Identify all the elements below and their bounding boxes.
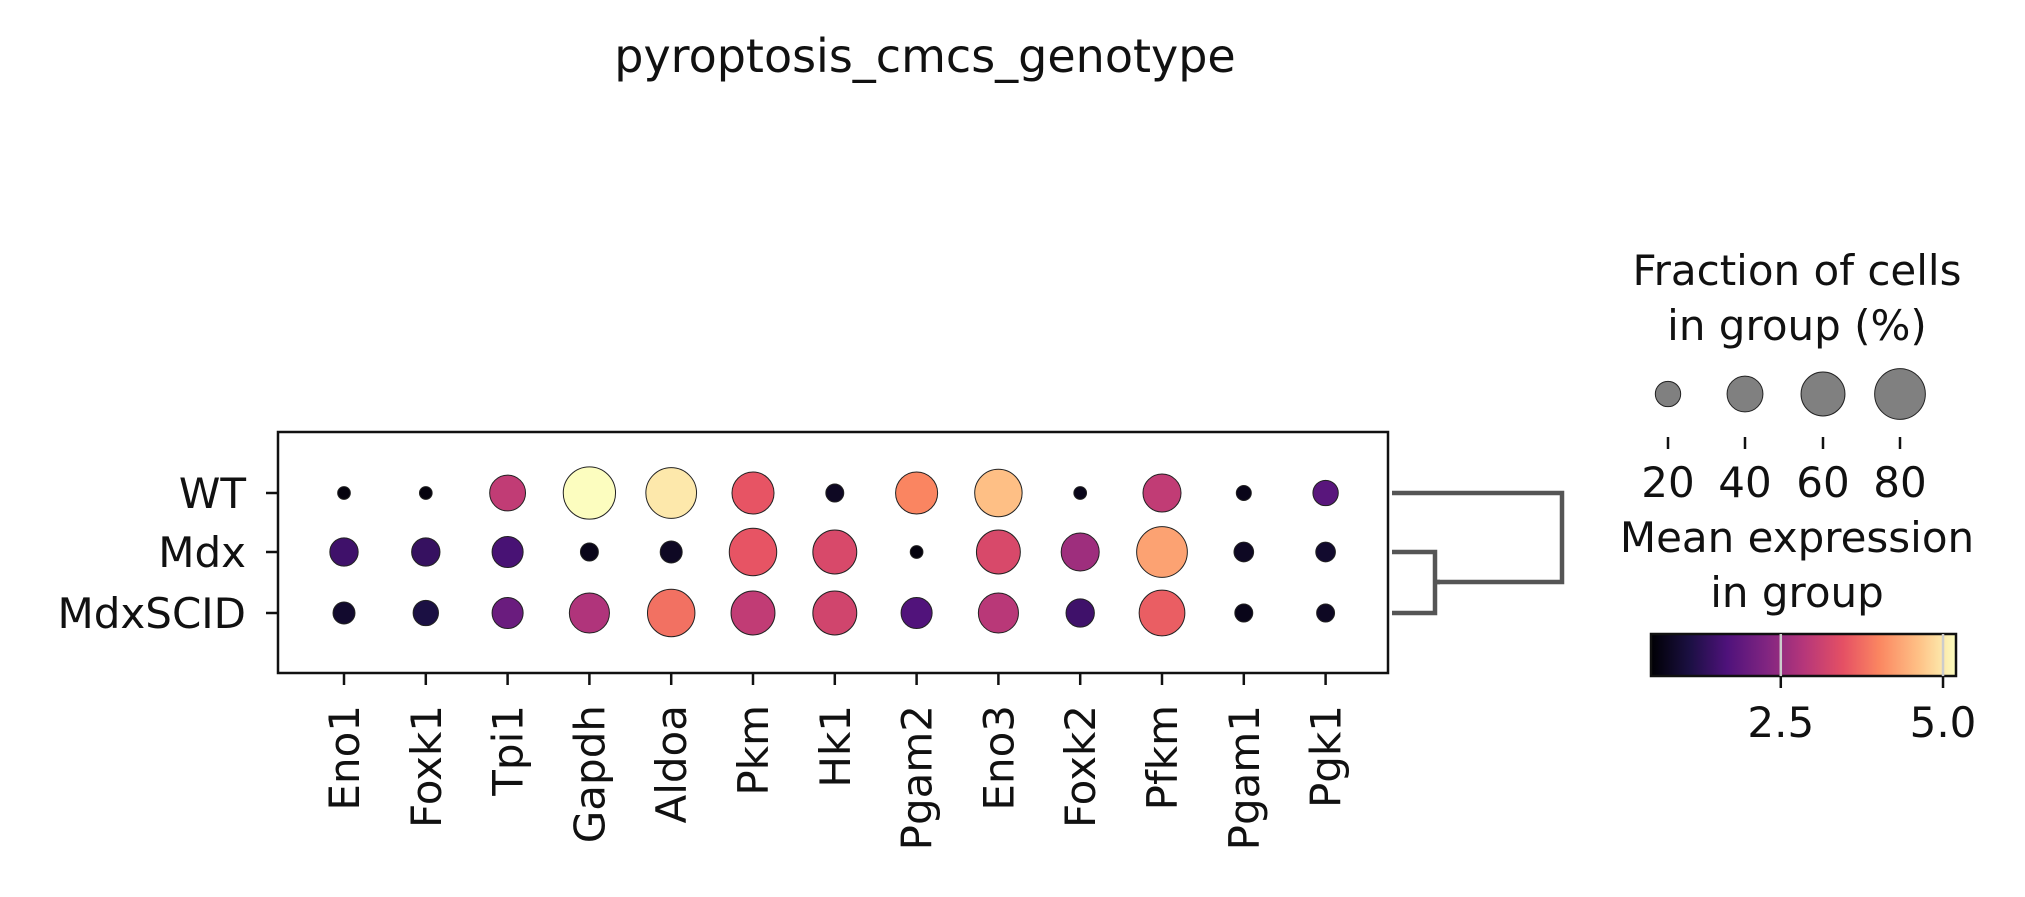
colorbar-title-line-1: Mean expression xyxy=(1620,513,1974,562)
dot-mdx-pgk1 xyxy=(1315,541,1336,563)
colorbar-tick-label: 2.5 xyxy=(1747,698,1814,747)
dot-wt-pgam2 xyxy=(895,471,939,515)
dot-mdx-pfkm xyxy=(1136,526,1188,578)
dot-wt-pgam1 xyxy=(1235,484,1252,502)
dot-mdx-hk1 xyxy=(812,529,858,575)
dot-mdxscid-pfkm xyxy=(1138,589,1186,637)
dot-wt-hk1 xyxy=(825,483,845,503)
dot-mdx-pgam2 xyxy=(909,545,924,559)
size-legend-label: 20 xyxy=(1641,458,1694,507)
gene-label: Aldoa xyxy=(647,705,696,824)
dot-wt-eno1 xyxy=(337,486,351,500)
dot-wt-pkm xyxy=(731,471,775,515)
gene-label: Foxk1 xyxy=(402,705,451,828)
gene-label: Pfkm xyxy=(1138,705,1187,810)
dot-wt-eno3 xyxy=(974,468,1023,518)
dot-mdx-foxk2 xyxy=(1060,532,1100,572)
size-legend-dot xyxy=(1874,368,1926,420)
dot-mdx-aldoa xyxy=(659,540,683,564)
colorbar xyxy=(1649,632,1958,678)
gene-label: Hk1 xyxy=(811,705,860,788)
dot-mdxscid-pgam1 xyxy=(1234,603,1254,623)
dot-mdxscid-eno1 xyxy=(332,601,356,625)
gene-label: Pgk1 xyxy=(1302,705,1351,808)
dot-mdxscid-aldoa xyxy=(646,588,696,638)
size-legend-label: 60 xyxy=(1796,458,1849,507)
group-dendrogram xyxy=(1392,490,1565,616)
size-legend-dot xyxy=(1726,375,1764,413)
gene-label: Gapdh xyxy=(565,705,614,843)
gene-label: Foxk2 xyxy=(1056,705,1105,828)
dotplot-panel: WT Mdx MdxSCID Eno1 Foxk1 Tpi1 Gapdh Aldoa Pkm H… xyxy=(58,430,1390,850)
dot-mdx-tpi1 xyxy=(491,535,524,569)
dot-mdx-pgam1 xyxy=(1233,541,1255,563)
dot-mdxscid-hk1 xyxy=(812,590,858,636)
dot-mdxscid-pkm xyxy=(730,590,776,636)
dot-mdxscid-pgk1 xyxy=(1316,603,1336,623)
dot-wt-aldoa xyxy=(645,467,698,519)
size-legend-label: 40 xyxy=(1718,458,1771,507)
gene-label: Pgam1 xyxy=(1220,705,1269,850)
dot-mdx-eno1 xyxy=(329,537,359,567)
size-legend-title-line-2: in group (%) xyxy=(1667,301,1927,350)
dot-mdxscid-pgam2 xyxy=(900,596,933,630)
group-label: Mdx xyxy=(158,528,246,577)
dot-wt-gapdh xyxy=(562,466,617,520)
colorbar-ticks: 2.5 5.0 xyxy=(1747,634,1976,747)
dot-grid xyxy=(329,466,1339,638)
gene-label: Pgam2 xyxy=(893,705,942,850)
size-legend-dot xyxy=(1800,371,1846,417)
dot-wt-pfkm xyxy=(1142,473,1182,513)
dendrogram-branch-mdx-mdxscid xyxy=(1392,549,1440,616)
dot-mdxscid-foxk2 xyxy=(1065,598,1095,628)
dot-mdx-eno3 xyxy=(975,529,1021,575)
dot-mdx-gapdh xyxy=(579,542,599,562)
dot-wt-pgk1 xyxy=(1312,479,1339,507)
dendrogram-branch-root xyxy=(1392,490,1565,585)
size-legend-label: 80 xyxy=(1873,458,1926,507)
dot-mdxscid-foxk1 xyxy=(412,599,439,627)
dot-wt-foxk2 xyxy=(1073,486,1088,500)
gene-labels: Eno1 Foxk1 Tpi1 Gapdh Aldoa Pkm Hk1 Pgam2 Eno3 Fo… xyxy=(320,673,1351,850)
chart-title: pyroptosis_cmcs_genotype xyxy=(614,29,1235,83)
dot-mdxscid-gapdh xyxy=(568,592,610,634)
dot-mdxscid-tpi1 xyxy=(491,596,524,630)
group-label: MdxSCID xyxy=(58,589,246,638)
dot-wt-tpi1 xyxy=(489,474,527,512)
group-labels: WT Mdx MdxSCID xyxy=(58,469,278,638)
gene-label: Eno3 xyxy=(974,705,1023,811)
size-legend-dot xyxy=(1654,380,1682,408)
group-label: WT xyxy=(179,469,247,518)
size-legend-items: 20 40 60 80 xyxy=(1641,368,1927,507)
dot-mdx-pkm xyxy=(728,527,778,577)
colorbar-tick-label: 5.0 xyxy=(1910,698,1977,747)
dot-wt-foxk1 xyxy=(418,486,433,500)
dot-mdx-foxk1 xyxy=(411,537,441,567)
color-legend: Mean expression in group 2.5 5.0 xyxy=(1620,513,1977,747)
gene-label: Eno1 xyxy=(320,705,369,811)
gene-label: Pkm xyxy=(729,705,778,796)
size-legend: Fraction of cells in group (%) 20 40 60 80 xyxy=(1633,246,1962,507)
dot-mdxscid-eno3 xyxy=(977,592,1019,634)
colorbar-title-line-2: in group xyxy=(1710,568,1884,617)
size-legend-title-line-1: Fraction of cells xyxy=(1633,246,1962,295)
gene-label: Tpi1 xyxy=(484,705,533,797)
